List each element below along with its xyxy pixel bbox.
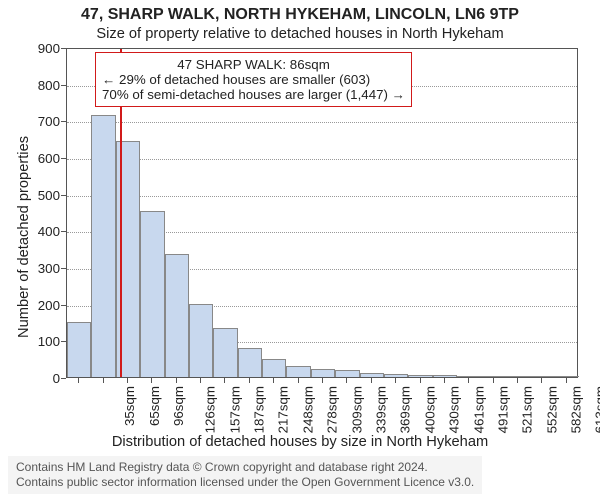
histogram-bar — [262, 359, 286, 377]
callout-box: 47 SHARP WALK: 86sqm← 29% of detached ho… — [95, 52, 412, 107]
chart-subtitle: Size of property relative to detached ho… — [0, 26, 600, 42]
x-tick-label: 35sqm — [122, 386, 137, 426]
x-tick-mark — [78, 378, 79, 383]
x-tick-mark — [371, 378, 372, 383]
y-tick-label: 500 — [30, 188, 60, 203]
y-tick-label: 600 — [30, 151, 60, 166]
y-gridline — [67, 159, 577, 160]
x-tick-label: 278sqm — [325, 386, 340, 433]
x-tick-label: 613sqm — [593, 386, 600, 433]
x-tick-mark — [249, 378, 250, 383]
histogram-bar — [189, 304, 213, 377]
x-tick-mark — [420, 378, 421, 383]
x-tick-mark — [468, 378, 469, 383]
histogram-bar — [457, 376, 481, 377]
x-tick-mark — [151, 378, 152, 383]
histogram-bar — [140, 211, 164, 377]
y-tick-mark — [61, 231, 66, 232]
x-tick-mark — [224, 378, 225, 383]
x-tick-mark — [566, 378, 567, 383]
x-tick-label: 461sqm — [471, 386, 486, 433]
x-tick-label: 248sqm — [300, 386, 315, 433]
y-tick-mark — [61, 158, 66, 159]
x-tick-label: 369sqm — [398, 386, 413, 433]
histogram-bar — [335, 370, 359, 377]
x-tick-label: 309sqm — [349, 386, 364, 433]
x-tick-label: 521sqm — [520, 386, 535, 433]
y-tick-label: 0 — [30, 371, 60, 386]
y-tick-label: 700 — [30, 114, 60, 129]
footer-line: Contains public sector information licen… — [16, 475, 474, 490]
x-tick-mark — [298, 378, 299, 383]
x-tick-label: 430sqm — [447, 386, 462, 433]
histogram-bar — [384, 374, 408, 377]
x-tick-label: 65sqm — [147, 386, 162, 426]
x-tick-label: 96sqm — [171, 386, 186, 426]
y-gridline — [67, 196, 577, 197]
x-tick-mark — [517, 378, 518, 383]
property-size-histogram: 47, SHARP WALK, NORTH HYKEHAM, LINCOLN, … — [0, 0, 600, 500]
y-tick-label: 300 — [30, 261, 60, 276]
x-tick-label: 552sqm — [544, 386, 559, 433]
footer-line: Contains HM Land Registry data © Crown c… — [16, 460, 474, 475]
histogram-bar — [360, 373, 384, 377]
x-tick-label: 187sqm — [252, 386, 267, 433]
y-gridline — [67, 122, 577, 123]
x-tick-mark — [103, 378, 104, 383]
x-tick-label: 400sqm — [422, 386, 437, 433]
y-tick-mark — [61, 268, 66, 269]
x-tick-mark — [176, 378, 177, 383]
histogram-bar — [165, 254, 189, 377]
y-tick-mark — [61, 341, 66, 342]
y-tick-label: 400 — [30, 224, 60, 239]
x-tick-label: 491sqm — [495, 386, 510, 433]
callout-line: 70% of semi-detached houses are larger (… — [102, 87, 405, 102]
callout-line: ← 29% of detached houses are smaller (60… — [102, 72, 405, 87]
histogram-bar — [506, 376, 530, 377]
histogram-bar — [555, 376, 579, 377]
y-tick-mark — [61, 48, 66, 49]
x-tick-mark — [200, 378, 201, 383]
y-tick-mark — [61, 305, 66, 306]
histogram-bar — [311, 369, 335, 377]
x-axis-title: Distribution of detached houses by size … — [0, 434, 600, 450]
y-tick-mark — [61, 195, 66, 196]
plot-area: 47 SHARP WALK: 86sqm← 29% of detached ho… — [66, 48, 578, 378]
histogram-bar — [213, 328, 237, 378]
x-tick-label: 126sqm — [203, 386, 218, 433]
y-tick-label: 100 — [30, 334, 60, 349]
histogram-bar — [530, 376, 554, 377]
callout-line: 47 SHARP WALK: 86sqm — [102, 57, 405, 72]
x-tick-mark — [541, 378, 542, 383]
y-tick-mark — [61, 378, 66, 379]
x-tick-mark — [273, 378, 274, 383]
y-tick-mark — [61, 85, 66, 86]
x-tick-mark — [322, 378, 323, 383]
x-tick-label: 217sqm — [276, 386, 291, 433]
histogram-bar — [67, 322, 91, 377]
histogram-bar — [433, 375, 457, 377]
x-tick-label: 339sqm — [373, 386, 388, 433]
histogram-bar — [481, 376, 505, 377]
x-tick-label: 582sqm — [568, 386, 583, 433]
histogram-bar — [286, 366, 310, 377]
footer-attribution: Contains HM Land Registry data © Crown c… — [8, 456, 482, 494]
y-tick-label: 800 — [30, 78, 60, 93]
y-tick-label: 900 — [30, 41, 60, 56]
y-tick-label: 200 — [30, 298, 60, 313]
x-tick-mark — [127, 378, 128, 383]
x-tick-mark — [444, 378, 445, 383]
chart-title: 47, SHARP WALK, NORTH HYKEHAM, LINCOLN, … — [0, 6, 600, 24]
histogram-bar — [238, 348, 262, 377]
histogram-bar — [408, 375, 432, 377]
x-tick-label: 157sqm — [227, 386, 242, 433]
y-tick-mark — [61, 121, 66, 122]
x-tick-mark — [493, 378, 494, 383]
x-tick-mark — [346, 378, 347, 383]
x-tick-mark — [395, 378, 396, 383]
histogram-bar — [91, 115, 115, 377]
